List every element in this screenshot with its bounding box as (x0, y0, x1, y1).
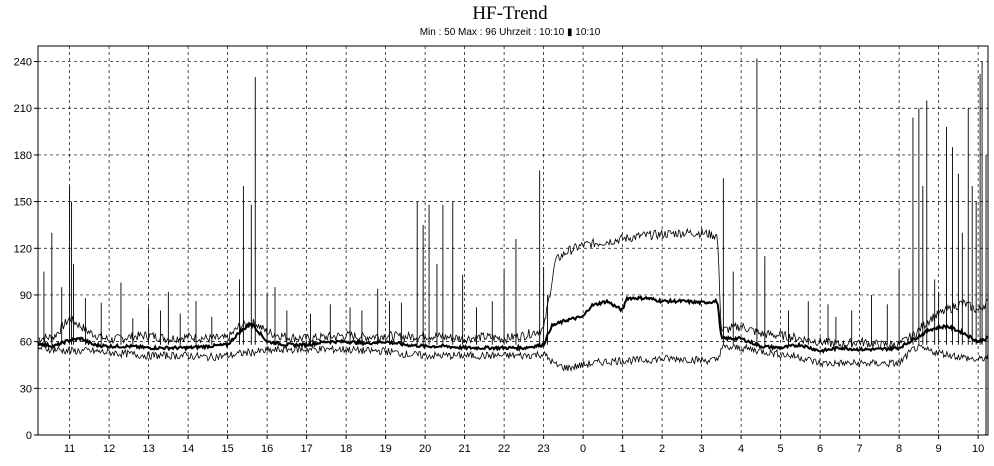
x-tick-label: 13 (142, 443, 154, 455)
x-tick-label: 17 (300, 443, 312, 455)
x-tick-label: 22 (498, 443, 510, 455)
x-tick-label: 2 (659, 443, 665, 455)
x-tick-label: 0 (580, 443, 586, 455)
x-tick-label: 9 (936, 443, 942, 455)
grid-lines (38, 46, 988, 435)
x-tick-label: 15 (221, 443, 233, 455)
x-tick-label: 21 (458, 443, 470, 455)
y-tick-label: 30 (20, 383, 32, 395)
x-tick-label: 20 (419, 443, 431, 455)
series-layer (37, 58, 989, 435)
y-tick-label: 240 (14, 57, 32, 69)
x-tick-label: 6 (817, 443, 823, 455)
x-tick-label: 5 (778, 443, 784, 455)
x-tick-label: 3 (699, 443, 705, 455)
x-tick-label: 8 (896, 443, 902, 455)
x-tick-label: 12 (103, 443, 115, 455)
y-tick-label: 150 (14, 197, 32, 209)
y-tick-label: 180 (14, 150, 32, 162)
y-tick-label: 210 (14, 103, 32, 115)
chart-title: HF-Trend (472, 3, 548, 24)
x-tick-label: 16 (261, 443, 273, 455)
x-tick-label: 14 (182, 443, 194, 455)
y-tick-label: 0 (26, 430, 32, 442)
x-tick-label: 7 (857, 443, 863, 455)
series-line-mean (37, 295, 989, 354)
y-tick-label: 90 (20, 290, 32, 302)
x-tick-label: 4 (738, 443, 744, 455)
y-tick-label: 60 (20, 337, 32, 349)
x-tick-label: 1 (620, 443, 626, 455)
chart-subtitle: Min : 50 Max : 96 Uhrzeit : 10:10 ▮ 10:1… (419, 27, 601, 38)
x-tick-label: 11 (64, 443, 75, 455)
x-tick-label: 19 (379, 443, 391, 455)
y-tick-label: 120 (14, 243, 32, 255)
plot-frame (37, 45, 989, 436)
series-line-min (37, 343, 989, 372)
x-tick-label: 23 (537, 443, 549, 455)
x-tick-label: 18 (340, 443, 352, 455)
x-tick-label: 10 (972, 443, 984, 455)
